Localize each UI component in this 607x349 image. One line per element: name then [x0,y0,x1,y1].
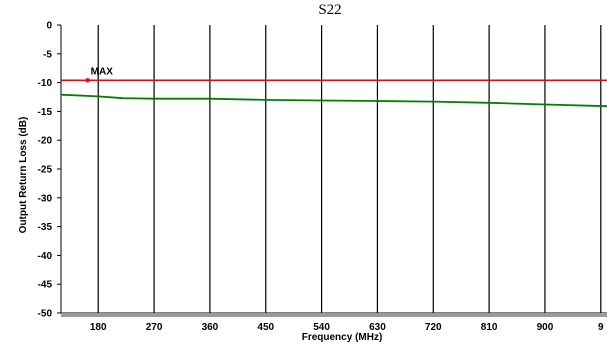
x-tick-label: 270 [146,322,163,333]
y-tick-label: -10 [38,78,53,89]
y-tick-label: -50 [38,309,53,320]
x-tick-label: 900 [537,322,554,333]
y-tick-label: -30 [38,193,53,204]
max-annotation-label: MAX [91,66,114,77]
y-tick-label: -20 [38,136,53,147]
x-axis-label: Frequency (MHz) [302,332,383,343]
y-axis-ticks: 0 -5 -10 -15 -20 -25 -30 -35 -40 -45 -50 [38,21,61,320]
x-tick-label: 180 [90,322,107,333]
x-tick-label: 810 [481,322,498,333]
y-tick-label: -5 [43,49,52,60]
y-tick-label: -35 [38,222,53,233]
y-tick-label: -15 [38,107,53,118]
x-axis-ticks: 180 270 360 450 540 630 720 810 900 9 [90,322,604,333]
y-tick-label: -40 [38,251,53,262]
y-axis-label: Output Return Loss (dB) [18,117,29,234]
x-tick-label: 360 [202,322,219,333]
x-axis-floor [61,313,607,317]
annotations: MAX [85,66,114,83]
y-tick-label: -45 [38,280,53,291]
chart-title: S22 [318,2,341,18]
y-tick-label: -25 [38,165,53,176]
x-tick-label: 630 [369,322,386,333]
max-marker [85,78,90,83]
x-tick-label: 9 [598,322,604,333]
vertical-gridlines [97,25,602,313]
x-tick-label: 720 [425,322,442,333]
x-tick-label: 540 [313,322,330,333]
series-group [60,79,607,108]
y-tick-label: 0 [46,21,52,32]
x-tick-label: 450 [257,322,274,333]
axes [60,25,607,317]
series-0-line [60,93,607,108]
